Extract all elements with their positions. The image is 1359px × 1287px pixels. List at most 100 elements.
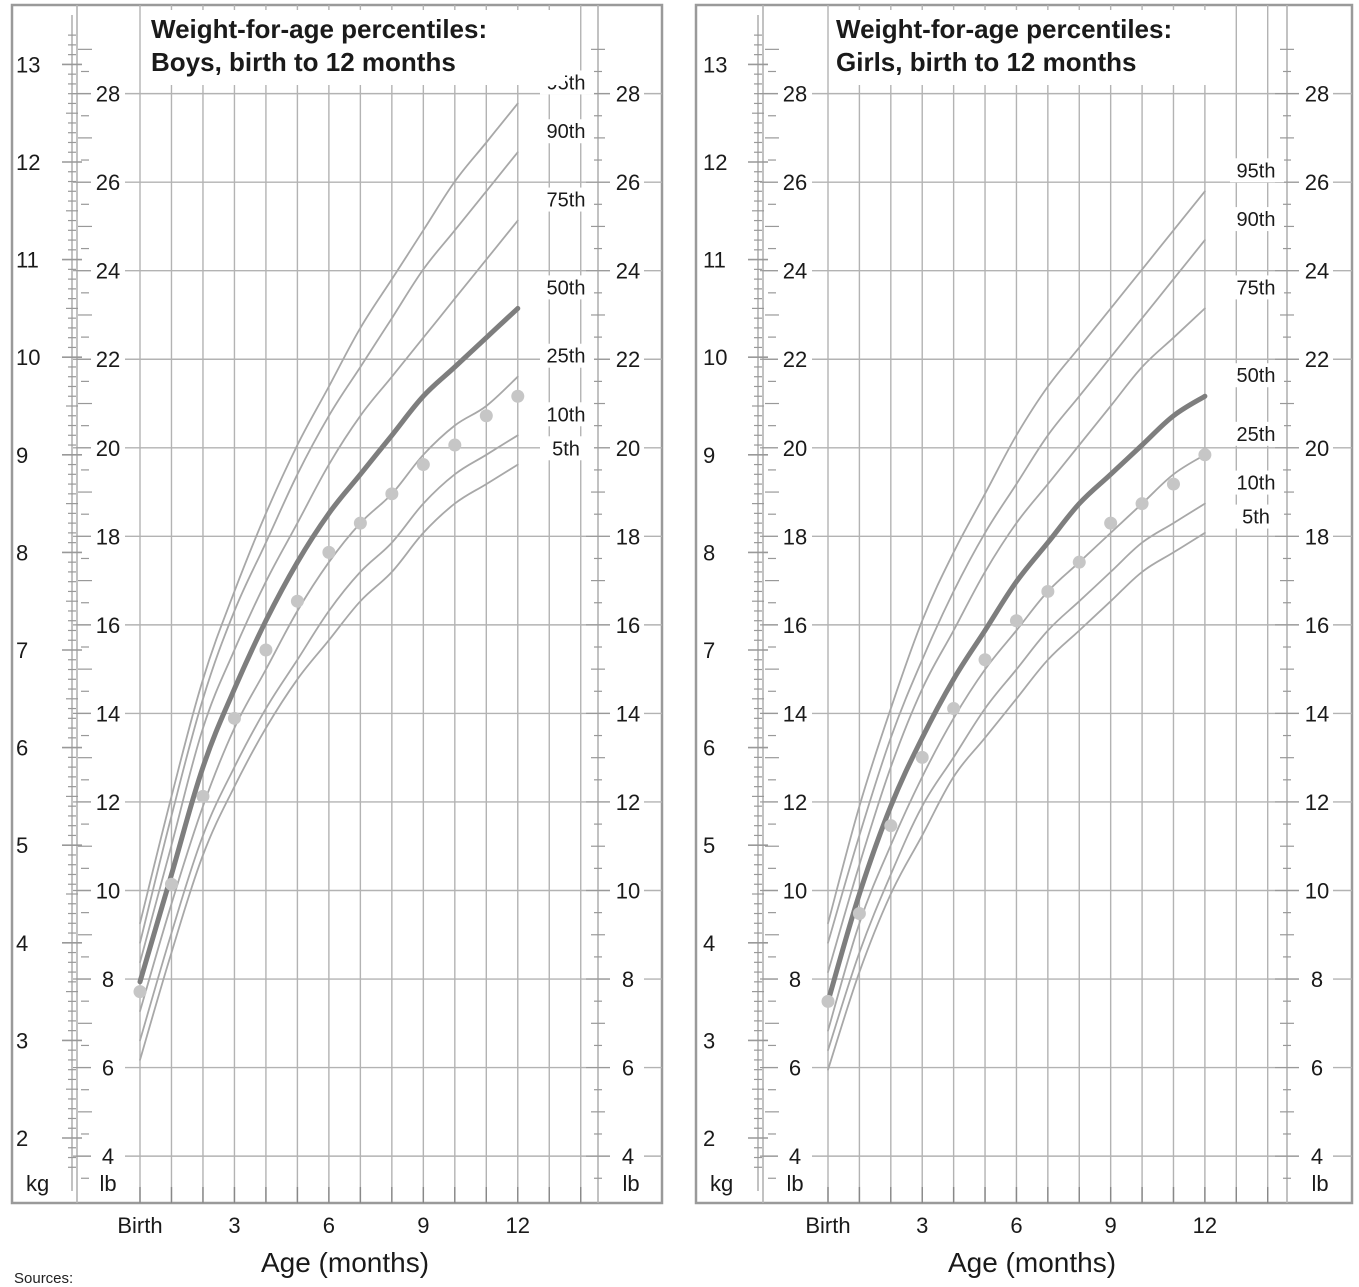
measurement-point <box>1041 584 1055 598</box>
lb-label-bg <box>1299 701 1333 726</box>
percentile-curve-5th <box>827 532 1206 1071</box>
lb-tick-label-right: 20 <box>1305 436 1329 461</box>
lb-label-bg <box>778 878 812 903</box>
chart-subtitle: Boys, birth to 12 months <box>151 47 456 77</box>
chart-title: Weight-for-age percentiles: <box>836 14 1172 44</box>
kg-unit-label: kg <box>26 1171 49 1196</box>
lb-label-bg <box>610 170 644 195</box>
measurement-point <box>884 819 898 833</box>
lb-label-bg <box>1299 170 1333 195</box>
chart-panel-girls: 2 3 4 5 6 7 8 9 10 11 12 13 kg 4 4 6 6 8 8 10 10 12 12 14 14 16 16… <box>694 3 1354 1278</box>
kg-tick-label: 11 <box>16 248 39 273</box>
kg-tick-label: 11 <box>703 248 726 273</box>
lb-tick-label-right: 12 <box>1305 790 1329 815</box>
series-label-25th: 25th <box>547 346 586 368</box>
x-tick-label: 9 <box>1105 1213 1117 1238</box>
lb-tick-label-right: 6 <box>1311 1056 1323 1081</box>
lb-label-bg <box>610 435 644 460</box>
percentile-curve-50th <box>825 393 1208 1004</box>
lb-label-bg <box>1299 878 1333 903</box>
lb-unit-label-right: lb <box>1311 1171 1328 1196</box>
title-box <box>830 10 1225 85</box>
lb-label-bg <box>91 347 125 372</box>
chart-subtitle: Girls, birth to 12 months <box>836 47 1136 77</box>
lb-tick-label-left: 6 <box>789 1056 801 1081</box>
series-label-bg <box>1230 275 1284 300</box>
lb-label-bg <box>610 347 644 372</box>
kg-tick-label: 3 <box>703 1028 715 1053</box>
percentile-curve-25th <box>139 375 519 1012</box>
lb-tick-label-right: 4 <box>1311 1144 1323 1169</box>
lb-tick-label-left: 4 <box>102 1144 114 1169</box>
title-box <box>145 10 565 85</box>
kg-tick-label: 7 <box>16 638 28 663</box>
measurement-point <box>1072 555 1086 569</box>
series-label-bg <box>540 119 594 144</box>
lb-label-bg <box>1299 1144 1333 1169</box>
lb-label-bg <box>91 1144 125 1169</box>
lb-tick-label-right: 26 <box>1305 170 1329 195</box>
lb-label-bg <box>91 258 125 283</box>
lb-tick-label-left: 8 <box>789 967 801 992</box>
x-tick-label: Birth <box>117 1213 162 1238</box>
percentile-curve-95th <box>827 190 1206 925</box>
lb-tick-label-right: 14 <box>1305 701 1329 726</box>
lb-tick-label-right: 10 <box>1305 878 1329 903</box>
x-tick-label: 6 <box>1010 1213 1022 1238</box>
kg-tick-label: 12 <box>703 150 727 175</box>
kg-tick-label: 8 <box>16 540 28 565</box>
lb-label-bg <box>778 81 812 106</box>
lb-tick-label-left: 24 <box>783 259 807 284</box>
measurement-point <box>511 389 525 403</box>
lb-tick-label-left: 20 <box>96 436 120 461</box>
measurement-point <box>1009 614 1023 628</box>
lb-label-bg <box>91 789 125 814</box>
kg-tick-label: 6 <box>703 736 715 761</box>
measurement-point <box>1104 516 1118 530</box>
x-tick-label: 9 <box>417 1213 429 1238</box>
lb-tick-label-right: 26 <box>616 170 640 195</box>
lb-tick-label-right: 28 <box>616 82 640 107</box>
lb-label-bg <box>610 789 644 814</box>
measurement-point <box>133 985 147 999</box>
x-tick-label: 3 <box>916 1213 928 1238</box>
kg-tick-label: 12 <box>16 150 40 175</box>
lb-tick-label-left: 12 <box>96 790 120 815</box>
kg-tick-label: 9 <box>16 443 28 468</box>
x-tick-label: Birth <box>805 1213 850 1238</box>
measurement-point <box>448 438 462 452</box>
lb-label-bg <box>610 1055 644 1080</box>
lb-label-bg <box>1299 258 1333 283</box>
lb-tick-label-right: 4 <box>622 1144 634 1169</box>
percentile-curve-90th <box>827 239 1206 944</box>
measurement-point <box>259 643 273 657</box>
kg-tick-label: 2 <box>703 1126 715 1151</box>
measurement-point <box>322 545 336 559</box>
measurement-point <box>1198 448 1212 462</box>
series-label-50th: 50th <box>547 277 586 299</box>
percentile-curve-90th <box>139 151 519 944</box>
percentile-curve-10th <box>139 434 519 1042</box>
chart-panel-boys: 2 3 4 5 6 7 8 9 10 11 12 13 kg 4 4 6 6 8 8 10 10 12 12 14 14 16 16… <box>10 3 664 1278</box>
lb-label-bg <box>778 701 812 726</box>
lb-label-bg <box>610 81 644 106</box>
lb-tick-label-right: 12 <box>616 790 640 815</box>
x-tick-label: 3 <box>228 1213 240 1238</box>
lb-tick-label-left: 10 <box>783 878 807 903</box>
kg-tick-label: 4 <box>703 931 715 956</box>
lb-label-bg <box>610 612 644 637</box>
lb-label-bg <box>778 1055 812 1080</box>
series-label-90th: 90th <box>547 121 586 143</box>
lb-label-bg <box>610 1144 644 1169</box>
lb-tick-label-left: 12 <box>783 790 807 815</box>
lb-label-bg <box>778 435 812 460</box>
lb-label-bg <box>91 435 125 460</box>
x-tick-label: 12 <box>506 1213 530 1238</box>
series-label-90th: 90th <box>1237 209 1276 231</box>
lb-label-bg <box>610 967 644 992</box>
series-label-10th: 10th <box>1237 473 1276 495</box>
lb-label-bg <box>778 170 812 195</box>
series-label-75th: 75th <box>547 190 586 212</box>
lb-tick-label-right: 8 <box>1311 967 1323 992</box>
